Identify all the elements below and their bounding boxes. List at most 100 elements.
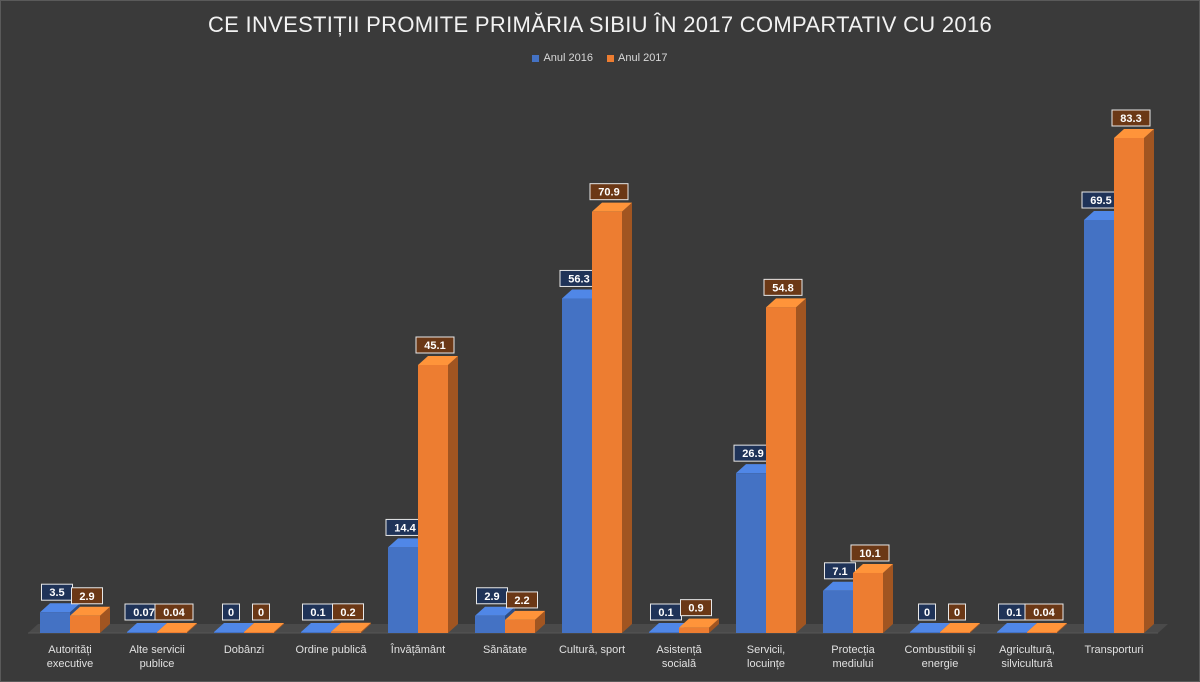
category-label-1-0: Alte servicii	[129, 644, 185, 656]
bar-top	[157, 623, 197, 632]
data-label-box	[680, 599, 712, 617]
bar-2017-12	[1114, 129, 1154, 633]
bar-front	[505, 619, 535, 633]
data-label-2017-8: 54.8	[772, 282, 793, 294]
data-label-2016-11: 0.1	[1006, 607, 1021, 619]
bar-front	[475, 615, 505, 633]
category-label-8-0: Servicii,	[747, 644, 786, 656]
bar-front	[1114, 138, 1144, 633]
data-label-2016-7: 0.1	[658, 607, 673, 619]
bar-2017-7	[679, 618, 719, 633]
legend-label-2016: Anul 2016	[543, 52, 593, 64]
data-label-2016-3: 0.1	[310, 607, 325, 619]
bar-top	[331, 622, 371, 632]
category-label-7-0: Asistență	[656, 644, 702, 656]
data-label-box	[332, 603, 364, 621]
bar-side	[970, 623, 980, 633]
category-label-8-1: locuințe	[747, 658, 785, 670]
data-label-2017-11: 0.04	[1033, 607, 1055, 619]
data-label-2017-5: 2.2	[514, 595, 529, 607]
bar-side	[274, 623, 284, 633]
bar-front	[388, 547, 418, 633]
bar-side	[883, 563, 893, 633]
bar-top	[475, 606, 515, 616]
legend-swatch-2016	[532, 54, 540, 62]
bar-2017-2	[244, 623, 284, 633]
bar-front	[418, 364, 448, 633]
bar-front	[127, 632, 157, 633]
bar-front	[244, 632, 274, 633]
data-label-2016-0: 3.5	[49, 587, 64, 599]
legend-item-2017: Anul 2017	[607, 52, 668, 64]
bar-side	[187, 623, 197, 633]
data-label-2017-6: 70.9	[598, 187, 619, 199]
data-label-box	[506, 591, 538, 609]
data-label-box	[763, 278, 803, 296]
category-label-11-1: silvicultură	[1001, 658, 1053, 670]
bar-front	[157, 632, 187, 633]
bar-top	[997, 623, 1037, 632]
data-label-box	[252, 603, 270, 621]
data-label-2017-7: 0.9	[688, 603, 703, 615]
legend-swatch-2017	[607, 54, 614, 62]
legend-item-2016: Anul 2016	[532, 52, 593, 64]
category-label-5-0: Sănătate	[483, 644, 527, 656]
category-label-0-0: Autorități	[48, 644, 91, 656]
bar-2017-6	[592, 202, 632, 633]
data-label-box	[154, 603, 194, 621]
category-label-3-0: Ordine publică	[296, 644, 368, 656]
bar-top	[70, 606, 110, 616]
bar-front	[853, 572, 883, 633]
bar-top	[40, 603, 80, 613]
bar-top	[301, 623, 341, 632]
bar-2017-10	[940, 623, 980, 633]
data-label-box	[850, 544, 890, 562]
bar-top	[1114, 129, 1154, 138]
legend-label-2017: Anul 2017	[618, 52, 668, 64]
category-label-4-0: Învățământ	[390, 643, 445, 656]
data-label-2017-3: 0.2	[340, 607, 355, 619]
bar-side	[100, 606, 110, 633]
data-label-box	[415, 336, 455, 354]
bar-side	[448, 355, 458, 633]
bar-side	[796, 298, 806, 633]
bar-top	[214, 623, 254, 632]
data-label-box	[222, 603, 240, 621]
category-label-11-0: Agricultură,	[999, 644, 1055, 656]
data-label-2017-4: 45.1	[424, 340, 445, 352]
data-label-2016-8: 26.9	[742, 448, 763, 460]
data-label-box	[71, 587, 103, 605]
bar-side	[1144, 129, 1154, 633]
bar-front	[214, 632, 244, 633]
bar-top	[910, 623, 950, 632]
data-label-2017-9: 10.1	[859, 548, 880, 560]
data-label-2016-9: 7.1	[832, 566, 847, 578]
data-label-2016-2: 0	[228, 607, 234, 619]
bar-side	[535, 610, 545, 633]
data-label-2017-10: 0	[954, 607, 960, 619]
bar-2017-8	[766, 298, 806, 633]
category-label-2-0: Dobânzi	[224, 644, 264, 656]
bar-front	[910, 632, 940, 633]
data-label-2017-12: 83.3	[1120, 113, 1141, 125]
bar-top	[592, 202, 632, 212]
bar-top	[505, 610, 545, 620]
bar-top	[244, 623, 284, 632]
bar-2017-0	[70, 606, 110, 633]
data-label-2016-12: 69.5	[1090, 195, 1111, 207]
bar-2017-4	[418, 355, 458, 633]
category-label-10-0: Combustibili și	[905, 644, 976, 656]
bar-side	[622, 202, 632, 633]
bar-front	[679, 627, 709, 633]
category-label-9-0: Protecția	[831, 644, 875, 656]
data-label-box	[948, 603, 966, 621]
bar-front	[940, 632, 970, 633]
bar-2017-1	[157, 623, 197, 633]
category-label-6-0: Cultură, sport	[559, 644, 625, 656]
data-label-2016-6: 56.3	[568, 273, 589, 285]
data-label-box	[589, 183, 629, 201]
category-label-12-0: Transporturi	[1085, 644, 1144, 656]
category-label-7-1: socială	[662, 658, 697, 670]
category-label-10-1: energie	[922, 658, 959, 670]
